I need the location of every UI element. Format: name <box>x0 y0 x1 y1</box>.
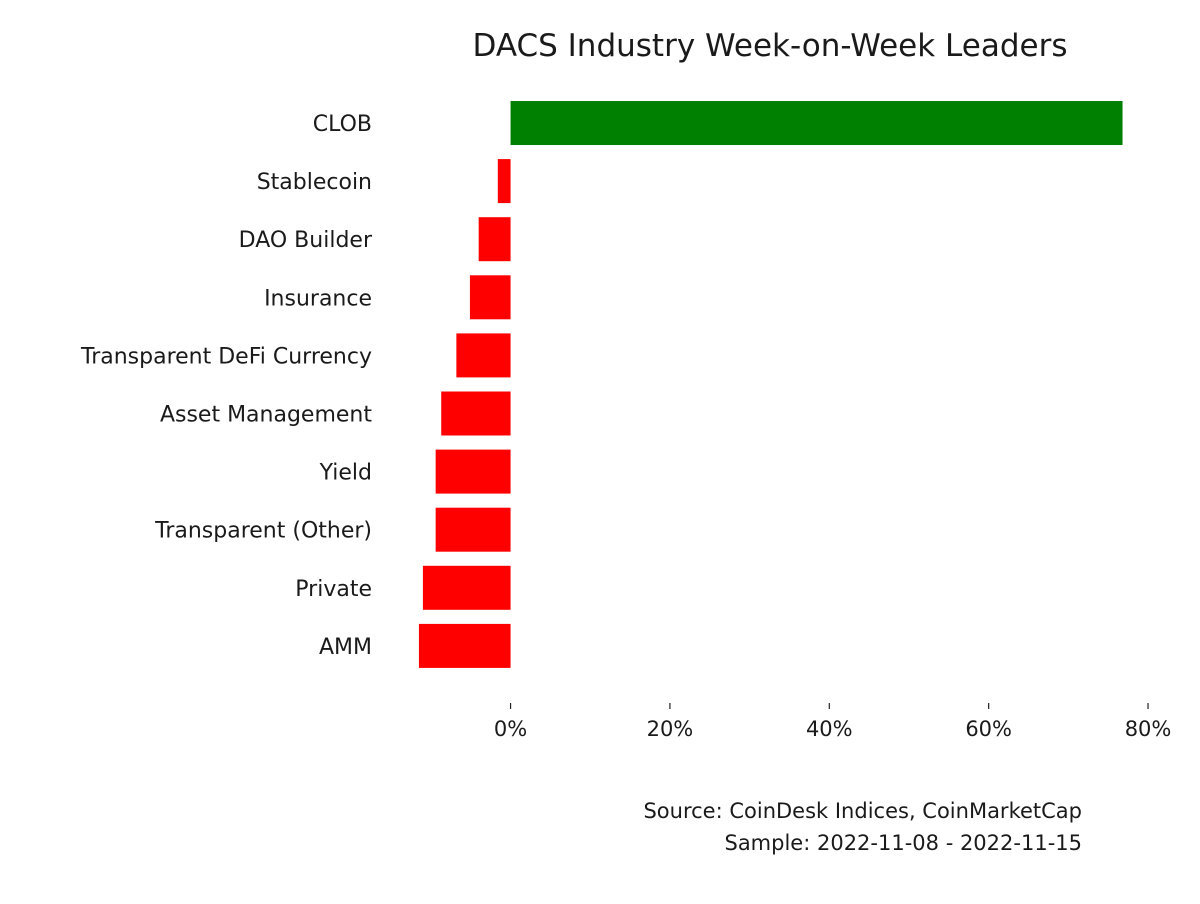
bar-stablecoin <box>497 159 511 204</box>
x-tick-label: 80% <box>1125 717 1172 741</box>
sample-annotation: Sample: 2022-11-08 - 2022-11-15 <box>724 831 1082 855</box>
bar-transparent-other <box>435 507 511 552</box>
y-tick-label: AMM <box>319 635 372 660</box>
bar-amm <box>418 623 511 668</box>
y-tick-label: Yield <box>319 461 372 486</box>
x-tick-label: 40% <box>806 717 853 741</box>
source-annotation: Source: CoinDesk Indices, CoinMarketCap <box>643 799 1082 823</box>
x-tick-label: 60% <box>965 717 1012 741</box>
x-tick-label: 0% <box>494 717 527 741</box>
y-tick-label: Insurance <box>264 286 372 311</box>
y-tick-label: Transparent (Other) <box>154 519 372 544</box>
chart-title: DACS Industry Week-on-Week Leaders <box>473 28 1068 64</box>
y-tick-label: Stablecoin <box>257 170 372 195</box>
bar-clob <box>510 101 1123 145</box>
bar-asset-management <box>441 391 511 436</box>
y-tick-label: CLOB <box>313 112 372 137</box>
x-tick-label: 20% <box>647 717 694 741</box>
bar-transparent-defi-currency <box>456 333 511 378</box>
bar-dao-builder <box>478 217 511 262</box>
y-tick-label: DAO Builder <box>239 228 373 253</box>
y-tick-label: Private <box>295 577 372 602</box>
bar-yield <box>435 449 511 494</box>
y-tick-label: Transparent DeFi Currency <box>80 344 372 369</box>
y-tick-label: Asset Management <box>160 403 372 428</box>
bar-private <box>422 565 511 610</box>
bar-insurance <box>469 275 511 320</box>
